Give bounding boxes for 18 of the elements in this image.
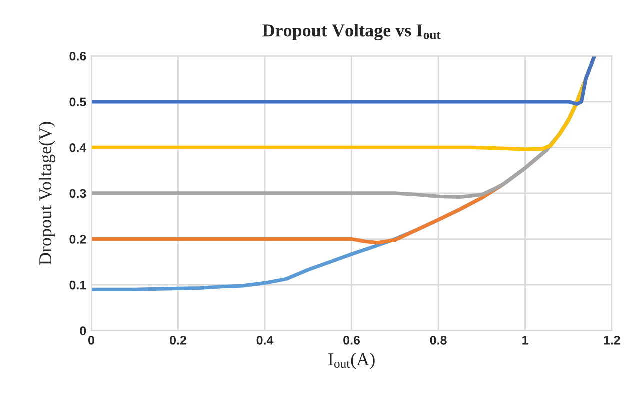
- x-tick-label: 1: [522, 336, 528, 345]
- y-tick-label: 0.5: [70, 98, 86, 107]
- x-axis-title: I$_{out}$(A): [328, 352, 375, 370]
- y-tick-label: 0.3: [70, 189, 86, 198]
- chart-title: Dropout Voltage vs I$_{out}$: [262, 24, 441, 41]
- x-tick-label: 0.2: [170, 336, 186, 345]
- y-tick-label: 0.6: [70, 52, 86, 61]
- y-tick-label: 0.4: [70, 144, 87, 152]
- x-tick-label: 0.4: [256, 336, 274, 345]
- y-axis-title: Dropout Voltage(V): [38, 122, 56, 266]
- y-tick-label: 0: [80, 326, 86, 336]
- line-series: [91, 56, 597, 106]
- y-tick-label: 0.2: [70, 235, 86, 244]
- x-tick-label: 1.2: [604, 336, 620, 345]
- y-tick-label: 0.1: [70, 280, 86, 290]
- x-tick-label: 0.8: [430, 336, 447, 345]
- x-tick-label: 0: [88, 336, 94, 345]
- x-tick-label: 0.6: [344, 336, 360, 345]
